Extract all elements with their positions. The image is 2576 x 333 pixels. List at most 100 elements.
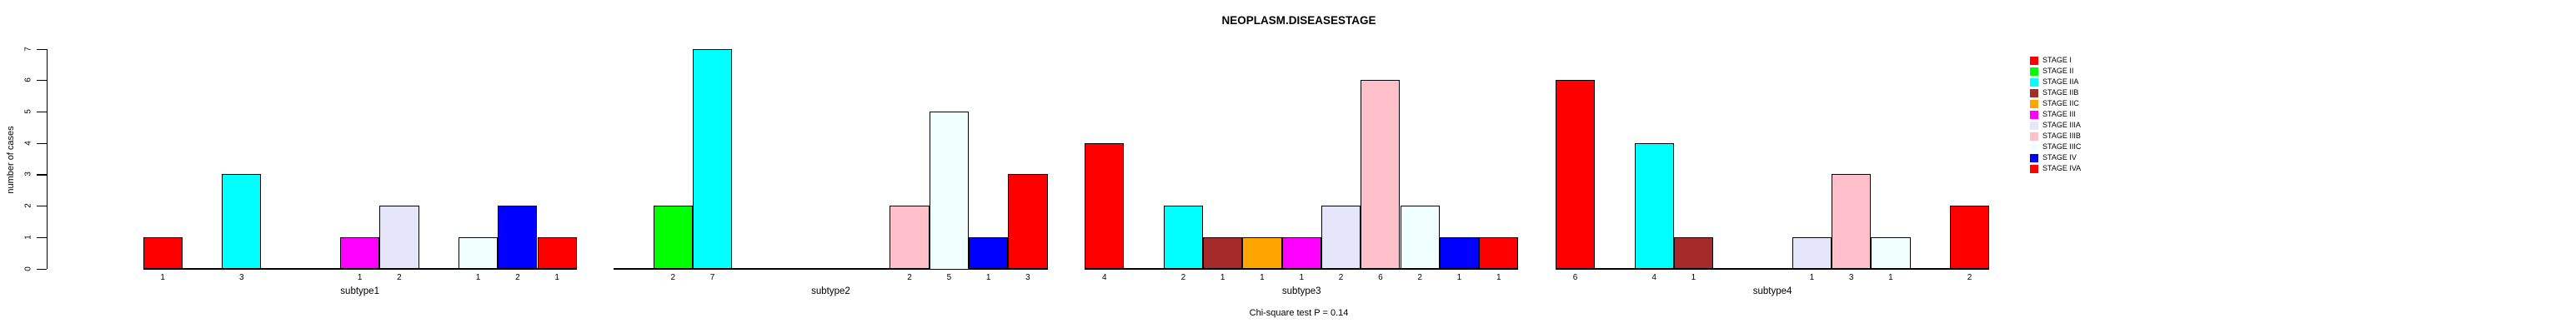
legend-label: STAGE IIIC	[2042, 142, 2082, 151]
bar-stage-iiib-subtype4	[1832, 174, 1872, 270]
bar-value-label: 2	[1417, 273, 1422, 282]
bar-value-label: 2	[1338, 273, 1344, 282]
bar-stage-iic-subtype3	[1242, 236, 1282, 270]
bar-stage-iva-subtype4	[1949, 206, 1990, 270]
bar-value-label: 5	[946, 273, 952, 282]
bar-stage-iva-subtype1	[537, 236, 577, 270]
bar-stage-iv-subtype1	[498, 206, 538, 270]
bar-value-label: 2	[1180, 273, 1186, 282]
legend-label: STAGE IIIB	[2042, 132, 2081, 140]
y-axis-tick	[37, 142, 47, 144]
bar-stage-iia-subtype3	[1163, 206, 1203, 270]
legend-label: STAGE I	[2042, 56, 2072, 64]
bar-value-label: 3	[238, 273, 244, 282]
y-axis-tick-label: 7	[23, 46, 33, 52]
bar-stage-iv-subtype2	[969, 236, 1009, 270]
bar-stage-iva-subtype2	[1008, 174, 1048, 270]
bar-value-label: 1	[1220, 273, 1225, 282]
bar-value-label: 1	[1260, 273, 1265, 282]
bar-value-label: 1	[1809, 273, 1815, 282]
legend-item: STAGE IIB	[2030, 87, 2081, 98]
bar-stage-i-subtype4	[1555, 80, 1596, 270]
legend-item: STAGE I	[2030, 55, 2081, 66]
legend-item: STAGE IIC	[2030, 98, 2081, 109]
legend: STAGE I STAGE II STAGE IIA STAGE IIB STAGE I…	[2030, 55, 2081, 174]
y-axis-tick	[37, 48, 47, 50]
x-axis-group-label-subtype2: subtype2	[811, 286, 850, 296]
bar-value-label: 3	[1848, 273, 1854, 282]
bar-stage-iva-subtype3	[1479, 236, 1519, 270]
legend-item: STAGE IIA	[2030, 77, 2081, 87]
chi-square-note: Chi-square test P = 0.14	[1249, 308, 1349, 318]
bar-value-label: 1	[1888, 273, 1893, 282]
x-axis-baseline	[1555, 268, 1990, 270]
y-axis-tick	[37, 268, 47, 270]
x-axis-group-label-subtype1: subtype1	[340, 286, 379, 296]
x-axis-group-label-subtype3: subtype3	[1281, 286, 1321, 296]
legend-item: STAGE III	[2030, 109, 2081, 120]
y-axis-tick-label: 5	[23, 109, 33, 114]
legend-swatch-icon	[2030, 99, 2038, 108]
bar-stage-iiic-subtype3	[1400, 206, 1440, 270]
bar-value-label: 2	[515, 273, 520, 282]
bar-stage-iii-subtype1	[340, 236, 380, 270]
legend-item: STAGE IV	[2030, 152, 2081, 163]
x-axis-baseline	[614, 268, 1048, 270]
legend-swatch-icon	[2030, 132, 2038, 141]
bar-value-label: 1	[1691, 273, 1696, 282]
bar-stage-iiib-subtype3	[1361, 80, 1401, 270]
bar-value-label: 4	[1101, 273, 1107, 282]
bar-value-label: 1	[1496, 273, 1501, 282]
legend-item: STAGE IIIC	[2030, 142, 2081, 152]
legend-swatch-icon	[2030, 153, 2038, 162]
bar-value-label: 6	[1572, 273, 1578, 282]
bar-value-label: 6	[1378, 273, 1383, 282]
bar-stage-iia-subtype4	[1634, 142, 1674, 270]
legend-swatch-icon	[2030, 67, 2038, 76]
legend-label: STAGE IIIA	[2042, 121, 2081, 129]
bar-stage-iia-subtype1	[222, 174, 262, 270]
bar-stage-iib-subtype3	[1203, 236, 1243, 270]
bar-value-label: 7	[709, 273, 715, 282]
legend-item: STAGE IIIB	[2030, 131, 2081, 142]
bar-value-label: 1	[357, 273, 363, 282]
bar-value-label: 3	[1025, 273, 1030, 282]
y-axis-tick	[37, 80, 47, 82]
y-axis-line	[47, 48, 48, 270]
bar-value-label: 1	[475, 273, 481, 282]
legend-swatch-icon	[2030, 56, 2038, 65]
legend-swatch-icon	[2030, 164, 2038, 173]
legend-label: STAGE IVA	[2042, 164, 2082, 172]
bar-value-label: 2	[670, 273, 676, 282]
legend-label: STAGE IIC	[2042, 99, 2079, 107]
bar-value-label: 1	[554, 273, 559, 282]
bar-stage-iiia-subtype3	[1321, 206, 1361, 270]
legend-swatch-icon	[2030, 142, 2038, 152]
bar-stage-iiib-subtype2	[890, 206, 930, 270]
y-axis-tick-label: 2	[23, 203, 33, 208]
bar-stage-iv-subtype3	[1439, 236, 1480, 270]
legend-item: STAGE IVA	[2030, 163, 2081, 174]
y-axis-tick-label: 4	[23, 140, 33, 146]
bar-stage-iiic-subtype4	[1871, 236, 1911, 270]
chart-title: NEOPLASM.DISEASESTAGE	[1221, 14, 1376, 27]
bar-stage-iib-subtype4	[1673, 236, 1714, 270]
bar-value-label: 2	[1967, 273, 1972, 282]
bar-value-label: 1	[1299, 273, 1305, 282]
bar-stage-i-subtype1	[143, 236, 183, 270]
bar-stage-ii-subtype2	[653, 206, 693, 270]
y-axis-tick	[37, 236, 47, 238]
legend-label: STAGE III	[2042, 110, 2076, 118]
y-axis-tick-label: 3	[23, 171, 33, 177]
bar-value-label: 2	[397, 273, 402, 282]
legend-swatch-icon	[2030, 88, 2038, 97]
legend-label: STAGE II	[2042, 67, 2074, 75]
bar-value-label: 1	[1456, 273, 1462, 282]
bar-stage-i-subtype3	[1085, 142, 1125, 270]
legend-item: STAGE II	[2030, 66, 2081, 77]
bar-value-label: 1	[160, 273, 165, 282]
bar-stage-iiia-subtype4	[1792, 236, 1832, 270]
y-axis-tick-label: 0	[23, 266, 33, 271]
